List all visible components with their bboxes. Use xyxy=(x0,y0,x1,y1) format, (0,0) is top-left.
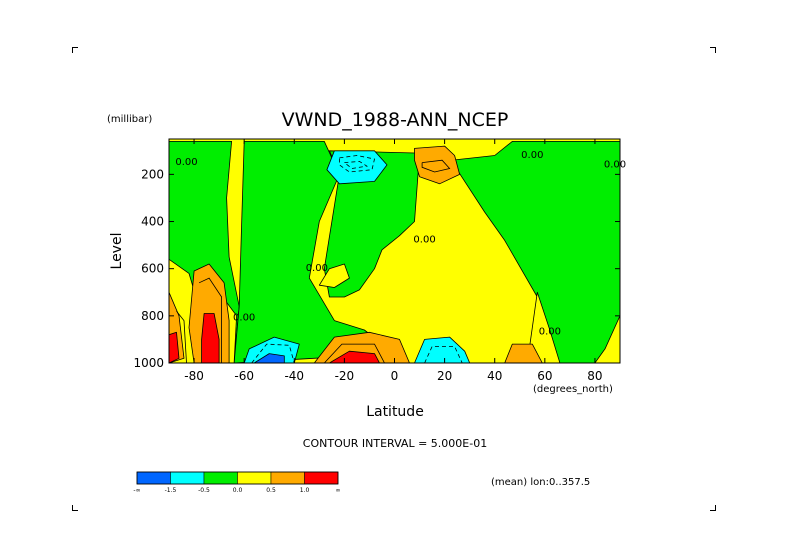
legend-frame xyxy=(136,471,339,485)
legend-swatch-2 xyxy=(203,471,238,485)
contour-line-1 xyxy=(344,160,369,169)
contour-label-0: 0.00 xyxy=(175,157,197,168)
contour-label-6: 0.00 xyxy=(539,327,561,338)
footnote-label: (mean) lon:0..357.5 xyxy=(491,477,590,488)
contour-region-16 xyxy=(328,350,380,363)
contour-line-7 xyxy=(198,277,223,363)
x-tick-label-0: -80 xyxy=(184,369,204,383)
contour-region-12 xyxy=(414,145,461,185)
x-tick-label-6: 40 xyxy=(487,369,502,383)
legend-label-2: -0.5 xyxy=(198,487,210,494)
x-axis-title: Latitude xyxy=(366,404,424,420)
contour-interval-label: CONTOUR INTERVAL = 5.000E-01 xyxy=(303,437,487,450)
corner-mark-bottom-left xyxy=(72,505,78,511)
legend-label-5: 1.0 xyxy=(300,487,310,494)
legend-swatch-0 xyxy=(136,471,171,485)
page-corner-marks xyxy=(72,47,716,511)
contour-lines xyxy=(176,155,463,363)
x-tick-label-5: 20 xyxy=(437,369,452,383)
y-tick-label-3: 800 xyxy=(141,309,164,323)
legend-label-1: -1.5 xyxy=(165,487,177,494)
contour-line-5 xyxy=(324,343,385,363)
contour-label-3: 0.00 xyxy=(413,235,435,246)
contour-region-10 xyxy=(201,313,220,363)
x-tick-label-8: 80 xyxy=(587,369,602,383)
y-tick-label-1: 400 xyxy=(141,215,164,229)
y-axis: 200 400 600 800 1000 xyxy=(133,167,620,370)
contour-label-1: 0.00 xyxy=(521,150,543,161)
contour-label-5: 0.00 xyxy=(233,313,255,324)
legend-swatch-5 xyxy=(304,471,339,485)
x-tick-label-2: -40 xyxy=(284,369,304,383)
contour-region-5 xyxy=(318,263,350,288)
contour-line-4 xyxy=(424,346,463,363)
legend-label-4: 0.5 xyxy=(266,487,276,494)
contour-line-0 xyxy=(338,155,375,173)
x-axis: -80 -60 -40 -20 0 20 40 60 80 xyxy=(184,139,603,383)
contour-region-17 xyxy=(414,336,471,363)
contour-value-labels: 0.00 0.00 0.00 0.00 0.00 0.00 0.00 xyxy=(175,150,626,338)
contour-line-3 xyxy=(251,343,295,363)
corner-mark-top-left xyxy=(72,47,78,53)
color-legend: -∞ -1.5 -0.5 0.0 0.5 1.0 ∞ xyxy=(133,471,341,494)
contour-region-18 xyxy=(504,343,543,363)
corner-mark-bottom-right xyxy=(710,505,716,511)
x-tick-label-7: 60 xyxy=(537,369,552,383)
x-tick-label-4: 0 xyxy=(391,369,399,383)
contour-region-15 xyxy=(313,331,410,363)
contour-region-14 xyxy=(253,353,285,363)
contour-label-2: 0.00 xyxy=(604,159,626,170)
contour-region-11 xyxy=(326,150,388,185)
legend-label-0: -∞ xyxy=(133,487,140,494)
contour-region-4 xyxy=(526,291,561,363)
plot-area: 0.00 0.00 0.00 0.00 0.00 0.00 0.00 xyxy=(168,138,626,364)
legend-label-6: ∞ xyxy=(336,487,341,494)
contour-region-3 xyxy=(429,140,620,363)
legend-swatch-1 xyxy=(170,471,205,485)
y-axis-title: Level xyxy=(109,233,125,270)
contour-line-2 xyxy=(421,159,451,173)
legend-swatch-4 xyxy=(270,471,305,485)
corner-mark-top-right xyxy=(710,47,716,53)
y-tick-label-0: 200 xyxy=(141,167,164,181)
y-tick-label-2: 600 xyxy=(141,262,164,276)
x-units-label: (degrees_north) xyxy=(533,384,613,395)
chart-title: VWND_1988-ANN_NCEP xyxy=(282,109,509,131)
legend-label-3: 0.0 xyxy=(233,487,243,494)
contour-region-9 xyxy=(169,331,180,363)
y-units-label: (millibar) xyxy=(107,114,152,125)
contour-line-6 xyxy=(176,310,187,363)
x-tick-label-3: -20 xyxy=(335,369,355,383)
contour-region-13 xyxy=(243,336,300,363)
legend-swatch-3 xyxy=(237,471,272,485)
x-tick-label-1: -60 xyxy=(234,369,254,383)
y-tick-label-4: 1000 xyxy=(133,356,164,370)
contour-label-4: 0.00 xyxy=(306,263,328,274)
contour-region-2 xyxy=(323,150,421,298)
